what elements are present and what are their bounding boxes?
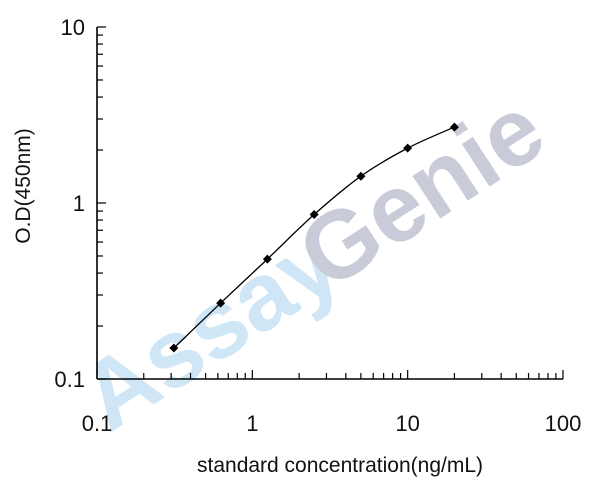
y-axis-title: O.D(450nm) xyxy=(12,128,35,244)
data-point xyxy=(169,343,179,353)
x-tick-label: 1 xyxy=(246,411,258,436)
x-tick-label: 0.1 xyxy=(82,411,113,436)
data-point xyxy=(356,171,366,181)
y-tick-label: 0.1 xyxy=(54,367,85,392)
x-tick-label: 10 xyxy=(395,411,419,436)
data-point xyxy=(216,298,226,308)
watermark-right: Genie xyxy=(280,75,562,310)
axes: 0.1 1 10 100 0.1 1 10 xyxy=(54,15,581,436)
y-tick-label: 1 xyxy=(73,191,85,216)
data-point xyxy=(449,122,459,132)
data-point xyxy=(262,254,272,264)
series-layer xyxy=(169,122,459,353)
x-axis-title: standard concentration(ng/mL) xyxy=(197,454,483,477)
data-point xyxy=(309,210,319,220)
x-tick-label: 100 xyxy=(545,411,582,436)
data-point xyxy=(403,143,413,153)
y-tick-label: 10 xyxy=(61,15,85,40)
watermark: Assay Genie xyxy=(62,75,562,452)
